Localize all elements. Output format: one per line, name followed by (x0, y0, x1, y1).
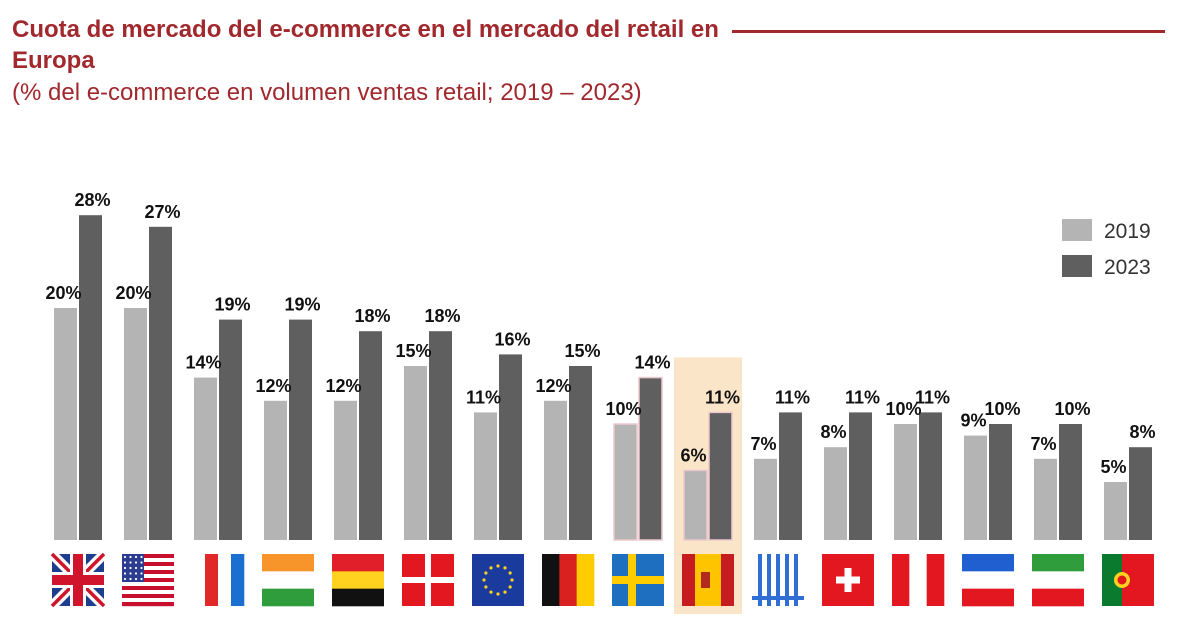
data-label-2019: 8% (820, 422, 846, 442)
data-label-2023: 18% (424, 306, 460, 326)
bar-2023 (359, 331, 382, 540)
legend-label-2019: 2019 (1104, 220, 1151, 243)
bar-2019 (894, 424, 917, 540)
data-label-2019: 9% (960, 411, 986, 431)
data-label-2019: 10% (605, 399, 641, 419)
data-label-2023: 28% (74, 190, 110, 210)
data-label-2019: 20% (45, 283, 81, 303)
bar-2019 (683, 469, 708, 541)
data-label-2019: 5% (1100, 457, 1126, 477)
data-label-2023: 19% (284, 295, 320, 315)
switzerland-flagicon (822, 554, 874, 606)
bar-2023 (289, 319, 312, 540)
legend-swatch-2019 (1062, 219, 1092, 241)
bar-2019 (474, 412, 497, 540)
data-label-2019: 12% (255, 376, 291, 396)
data-label-2023: 18% (354, 306, 390, 326)
bar-2019 (404, 366, 427, 540)
bar-2023 (79, 215, 102, 540)
eu-flagicon (472, 554, 524, 606)
data-label-2019: 14% (185, 353, 221, 373)
title-block: Cuota de mercado del e-commerce en el me… (12, 14, 732, 108)
data-label-2023: 15% (564, 341, 600, 361)
data-label-2019: 11% (466, 387, 501, 407)
data-label-2023: 16% (494, 329, 530, 349)
data-label-2019: 7% (750, 434, 776, 454)
bar-2019 (1034, 458, 1057, 540)
bar-2019 (1104, 482, 1127, 540)
bar-2023 (569, 366, 592, 540)
data-label-2023: 11% (775, 387, 810, 407)
ireland-flagicon (262, 554, 314, 607)
spain-flagicon (682, 554, 734, 606)
data-label-2019: 15% (395, 341, 431, 361)
title-rule (732, 30, 1165, 33)
bar-2019 (264, 400, 287, 540)
bar-2023 (1129, 447, 1152, 540)
data-label-2023: 11% (705, 387, 740, 407)
data-label-2023: 10% (1054, 399, 1090, 419)
bar-2019 (544, 400, 567, 540)
data-label-2023: 11% (915, 387, 950, 407)
legend-swatch-2023 (1062, 255, 1092, 277)
bar-2023 (499, 354, 522, 540)
data-label-2023: 27% (144, 202, 180, 222)
belgium-flagicon (332, 554, 384, 607)
bar-2023 (779, 412, 802, 540)
bar-2023 (429, 331, 452, 540)
data-label-2019: 7% (1030, 434, 1056, 454)
italy-flagicon (1032, 554, 1084, 607)
bar-2023 (638, 376, 663, 541)
bar-2023 (708, 411, 733, 541)
denmark-flagicon (402, 554, 454, 606)
bar-2019 (824, 447, 847, 540)
portugal-flagicon (1102, 554, 1154, 606)
bar-2023 (149, 226, 172, 541)
bar-2019 (54, 308, 77, 540)
bar-2019 (613, 423, 638, 541)
bar-2023 (219, 319, 242, 540)
germany-flagicon (542, 554, 595, 606)
greece-flagicon (752, 554, 804, 606)
usa-flagicon (122, 554, 174, 607)
bar-2023 (849, 412, 872, 540)
bar-2023 (989, 424, 1012, 540)
data-label-2019: 20% (115, 283, 151, 303)
bar-2019 (964, 435, 987, 540)
chart-title: Cuota de mercado del e-commerce en el me… (12, 16, 719, 74)
data-label-2023: 11% (845, 387, 880, 407)
uk-flagicon (48, 550, 108, 610)
bar-2023 (919, 412, 942, 540)
bar-2019 (754, 458, 777, 540)
sweden-flagicon (612, 554, 664, 606)
bar-2023 (1059, 424, 1082, 540)
bar-2019 (194, 377, 217, 540)
data-label-2019: 12% (535, 376, 571, 396)
bar-2019 (334, 400, 357, 540)
austria-flagicon (892, 554, 945, 606)
data-label-2019: 12% (325, 376, 361, 396)
data-label-2019: 6% (680, 445, 706, 465)
data-label-2023: 14% (634, 353, 670, 373)
france-flagicon (192, 554, 245, 606)
data-label-2023: 10% (984, 399, 1020, 419)
bar-2019 (124, 308, 147, 540)
chart-subtitle: (% del e-commerce en volumen ventas reta… (12, 79, 642, 106)
data-label-2019: 10% (885, 399, 921, 419)
legend-label-2023: 2023 (1104, 256, 1151, 279)
legend: 2019 2023 (1062, 219, 1151, 279)
netherlands-flagicon (962, 554, 1014, 607)
data-label-2023: 19% (214, 295, 250, 315)
data-label-2023: 8% (1129, 422, 1155, 442)
